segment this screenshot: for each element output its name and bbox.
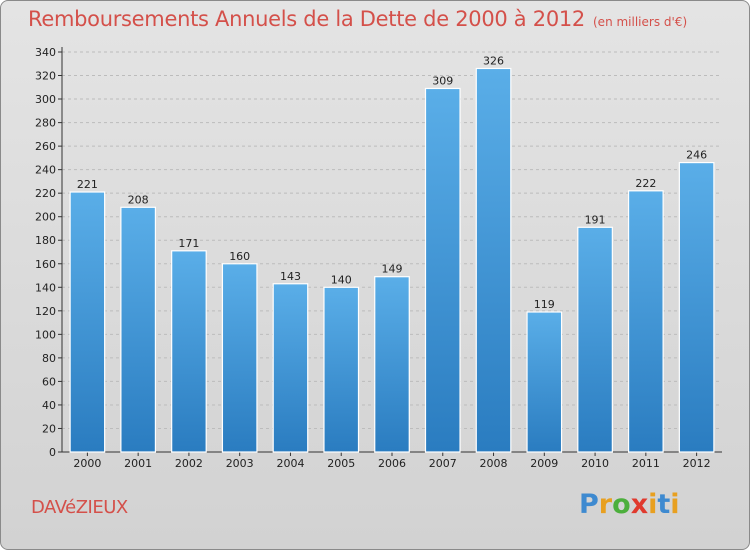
bar-2003: [221, 263, 258, 453]
value-label-2004: 143: [280, 270, 301, 283]
y-tick-label: 260: [35, 140, 56, 153]
value-label-2006: 149: [382, 263, 403, 276]
bar-2001: [120, 206, 157, 453]
y-tick-label: 280: [35, 117, 56, 130]
x-tick-label-2006: 2006: [378, 457, 406, 470]
y-tick-label: 160: [35, 258, 56, 271]
bar-2012: [678, 161, 715, 453]
x-tick-label-2004: 2004: [276, 457, 304, 470]
x-tick-label-2002: 2002: [175, 457, 203, 470]
value-label-2007: 309: [432, 74, 453, 87]
y-tick-label: 340: [35, 46, 56, 59]
y-tick-label: 240: [35, 164, 56, 177]
y-tick-label: 300: [35, 93, 56, 106]
bar-2011: [627, 190, 664, 453]
commune-name: DAVéZIEUX: [31, 497, 128, 518]
value-label-2000: 221: [77, 178, 98, 191]
value-label-2009: 119: [534, 298, 555, 311]
x-tick-label-2003: 2003: [226, 457, 254, 470]
value-label-2001: 208: [128, 193, 149, 206]
bar-2010: [577, 226, 613, 453]
unit-note: (en milliers d'€): [593, 15, 688, 29]
y-tick-label: 140: [35, 281, 56, 294]
x-tick-label-2001: 2001: [124, 457, 152, 470]
value-label-2003: 160: [229, 250, 250, 263]
value-label-2011: 222: [635, 177, 656, 190]
labels: 0 20 40 60 80 100 120 140 160 180 200 220 240 260 280 3…: [35, 46, 711, 470]
x-tick-label-2010: 2010: [581, 457, 609, 470]
x-tick-label-2012: 2012: [683, 457, 711, 470]
value-label-2010: 191: [585, 213, 606, 226]
y-tick-label: 200: [35, 211, 56, 224]
bar-2008: [475, 67, 512, 453]
y-tick-label: 60: [42, 375, 56, 388]
chart-title-text: Remboursements Annuels de la Dette de 20…: [28, 7, 585, 31]
y-tick-label: 0: [49, 446, 56, 459]
x-tick-label-2007: 2007: [429, 457, 457, 470]
bar-2005: [323, 286, 360, 453]
x-tick-label-2005: 2005: [327, 457, 355, 470]
y-tick-label: 320: [35, 70, 56, 83]
proxiti-logo: Proxiti: [579, 489, 680, 520]
bar-2004: [272, 283, 309, 453]
y-tick-label: 120: [35, 305, 56, 318]
value-label-2005: 140: [331, 273, 352, 286]
bar-2002: [171, 250, 207, 453]
x-tick-label-2000: 2000: [73, 457, 101, 470]
value-label-2002: 171: [178, 237, 199, 250]
x-tick-label-2011: 2011: [632, 457, 660, 470]
y-tick-label: 220: [35, 187, 56, 200]
y-tick-label: 40: [42, 399, 56, 412]
y-tick-label: 180: [35, 234, 56, 247]
x-tick-label-2009: 2009: [530, 457, 558, 470]
x-tick-label-2008: 2008: [480, 457, 508, 470]
y-tick-label: 80: [42, 352, 56, 365]
bars: [69, 67, 715, 453]
bar-2007: [424, 87, 461, 453]
y-tick-label: 100: [35, 328, 56, 341]
bar-2006: [374, 276, 410, 453]
y-tick-label: 20: [42, 422, 56, 435]
value-label-2008: 326: [483, 54, 504, 67]
value-label-2012: 246: [686, 149, 707, 162]
bar-2009: [526, 311, 563, 453]
chart-title: Remboursements Annuels de la Dette de 20…: [28, 7, 687, 31]
bar-2000: [69, 191, 106, 453]
